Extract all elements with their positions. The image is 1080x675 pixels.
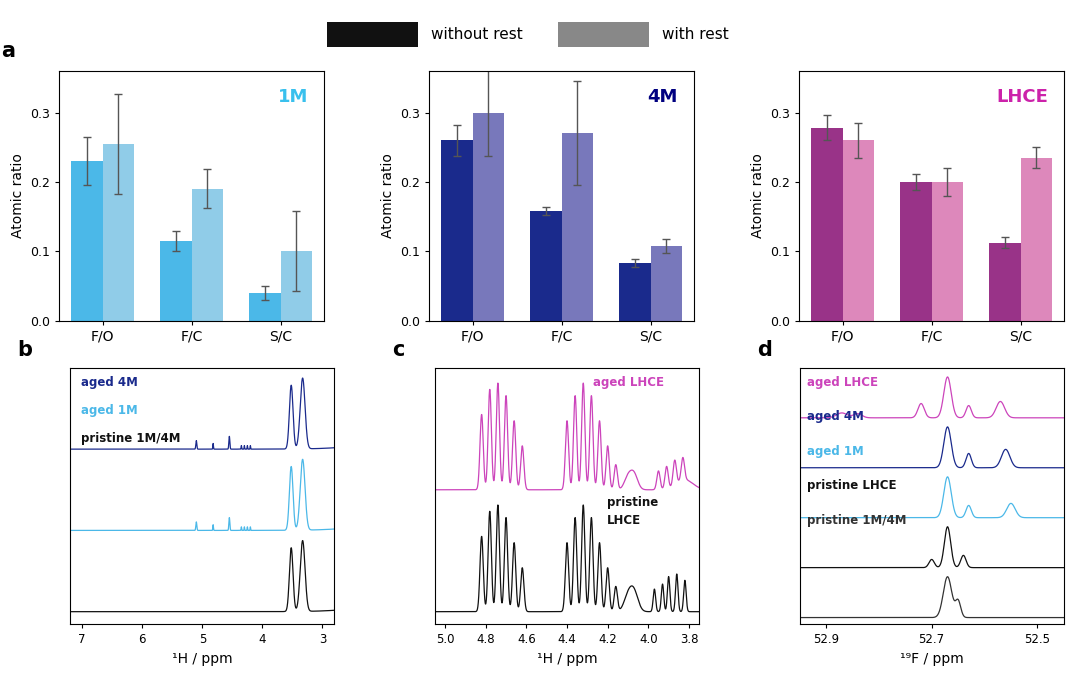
Bar — [473, 113, 503, 321]
Y-axis label: Atomic ratio: Atomic ratio — [381, 153, 395, 238]
Bar — [249, 293, 281, 321]
X-axis label: ¹H / ppm: ¹H / ppm — [537, 652, 597, 666]
Text: with rest: with rest — [662, 27, 729, 42]
Text: c: c — [393, 340, 405, 360]
Text: aged 4M: aged 4M — [808, 410, 864, 423]
Bar — [442, 140, 473, 321]
Y-axis label: Atomic ratio: Atomic ratio — [751, 153, 765, 238]
Bar — [161, 241, 191, 321]
Bar — [811, 128, 842, 321]
Text: aged 1M: aged 1M — [81, 404, 137, 416]
Text: a: a — [1, 41, 15, 61]
Text: aged 1M: aged 1M — [808, 445, 864, 458]
Bar — [71, 161, 103, 321]
Bar — [562, 134, 593, 321]
Text: aged LHCE: aged LHCE — [593, 375, 664, 389]
Text: 4M: 4M — [648, 88, 678, 107]
Bar — [191, 189, 222, 321]
Bar — [650, 246, 681, 321]
Bar — [1021, 157, 1052, 321]
Bar — [558, 22, 649, 47]
Bar — [530, 211, 562, 321]
Text: LHCE: LHCE — [607, 514, 640, 527]
Text: pristine 1M/4M: pristine 1M/4M — [81, 432, 180, 445]
Text: pristine 1M/4M: pristine 1M/4M — [808, 514, 907, 527]
Text: d: d — [757, 340, 772, 360]
X-axis label: ¹⁹F / ppm: ¹⁹F / ppm — [900, 652, 963, 666]
Text: aged LHCE: aged LHCE — [808, 375, 878, 389]
Bar — [932, 182, 962, 321]
Text: pristine LHCE: pristine LHCE — [808, 479, 897, 493]
Bar — [901, 182, 932, 321]
Text: b: b — [17, 340, 32, 360]
Text: LHCE: LHCE — [996, 88, 1048, 107]
Y-axis label: Atomic ratio: Atomic ratio — [11, 153, 25, 238]
X-axis label: ¹H / ppm: ¹H / ppm — [172, 652, 232, 666]
Bar — [842, 140, 874, 321]
Text: pristine: pristine — [607, 496, 658, 509]
Text: aged 4M: aged 4M — [81, 375, 137, 389]
Text: 1M: 1M — [278, 88, 308, 107]
Text: without rest: without rest — [431, 27, 523, 42]
Bar — [103, 144, 134, 321]
Bar — [281, 251, 312, 321]
Bar — [989, 243, 1021, 321]
Bar — [620, 263, 650, 321]
Bar — [327, 22, 418, 47]
